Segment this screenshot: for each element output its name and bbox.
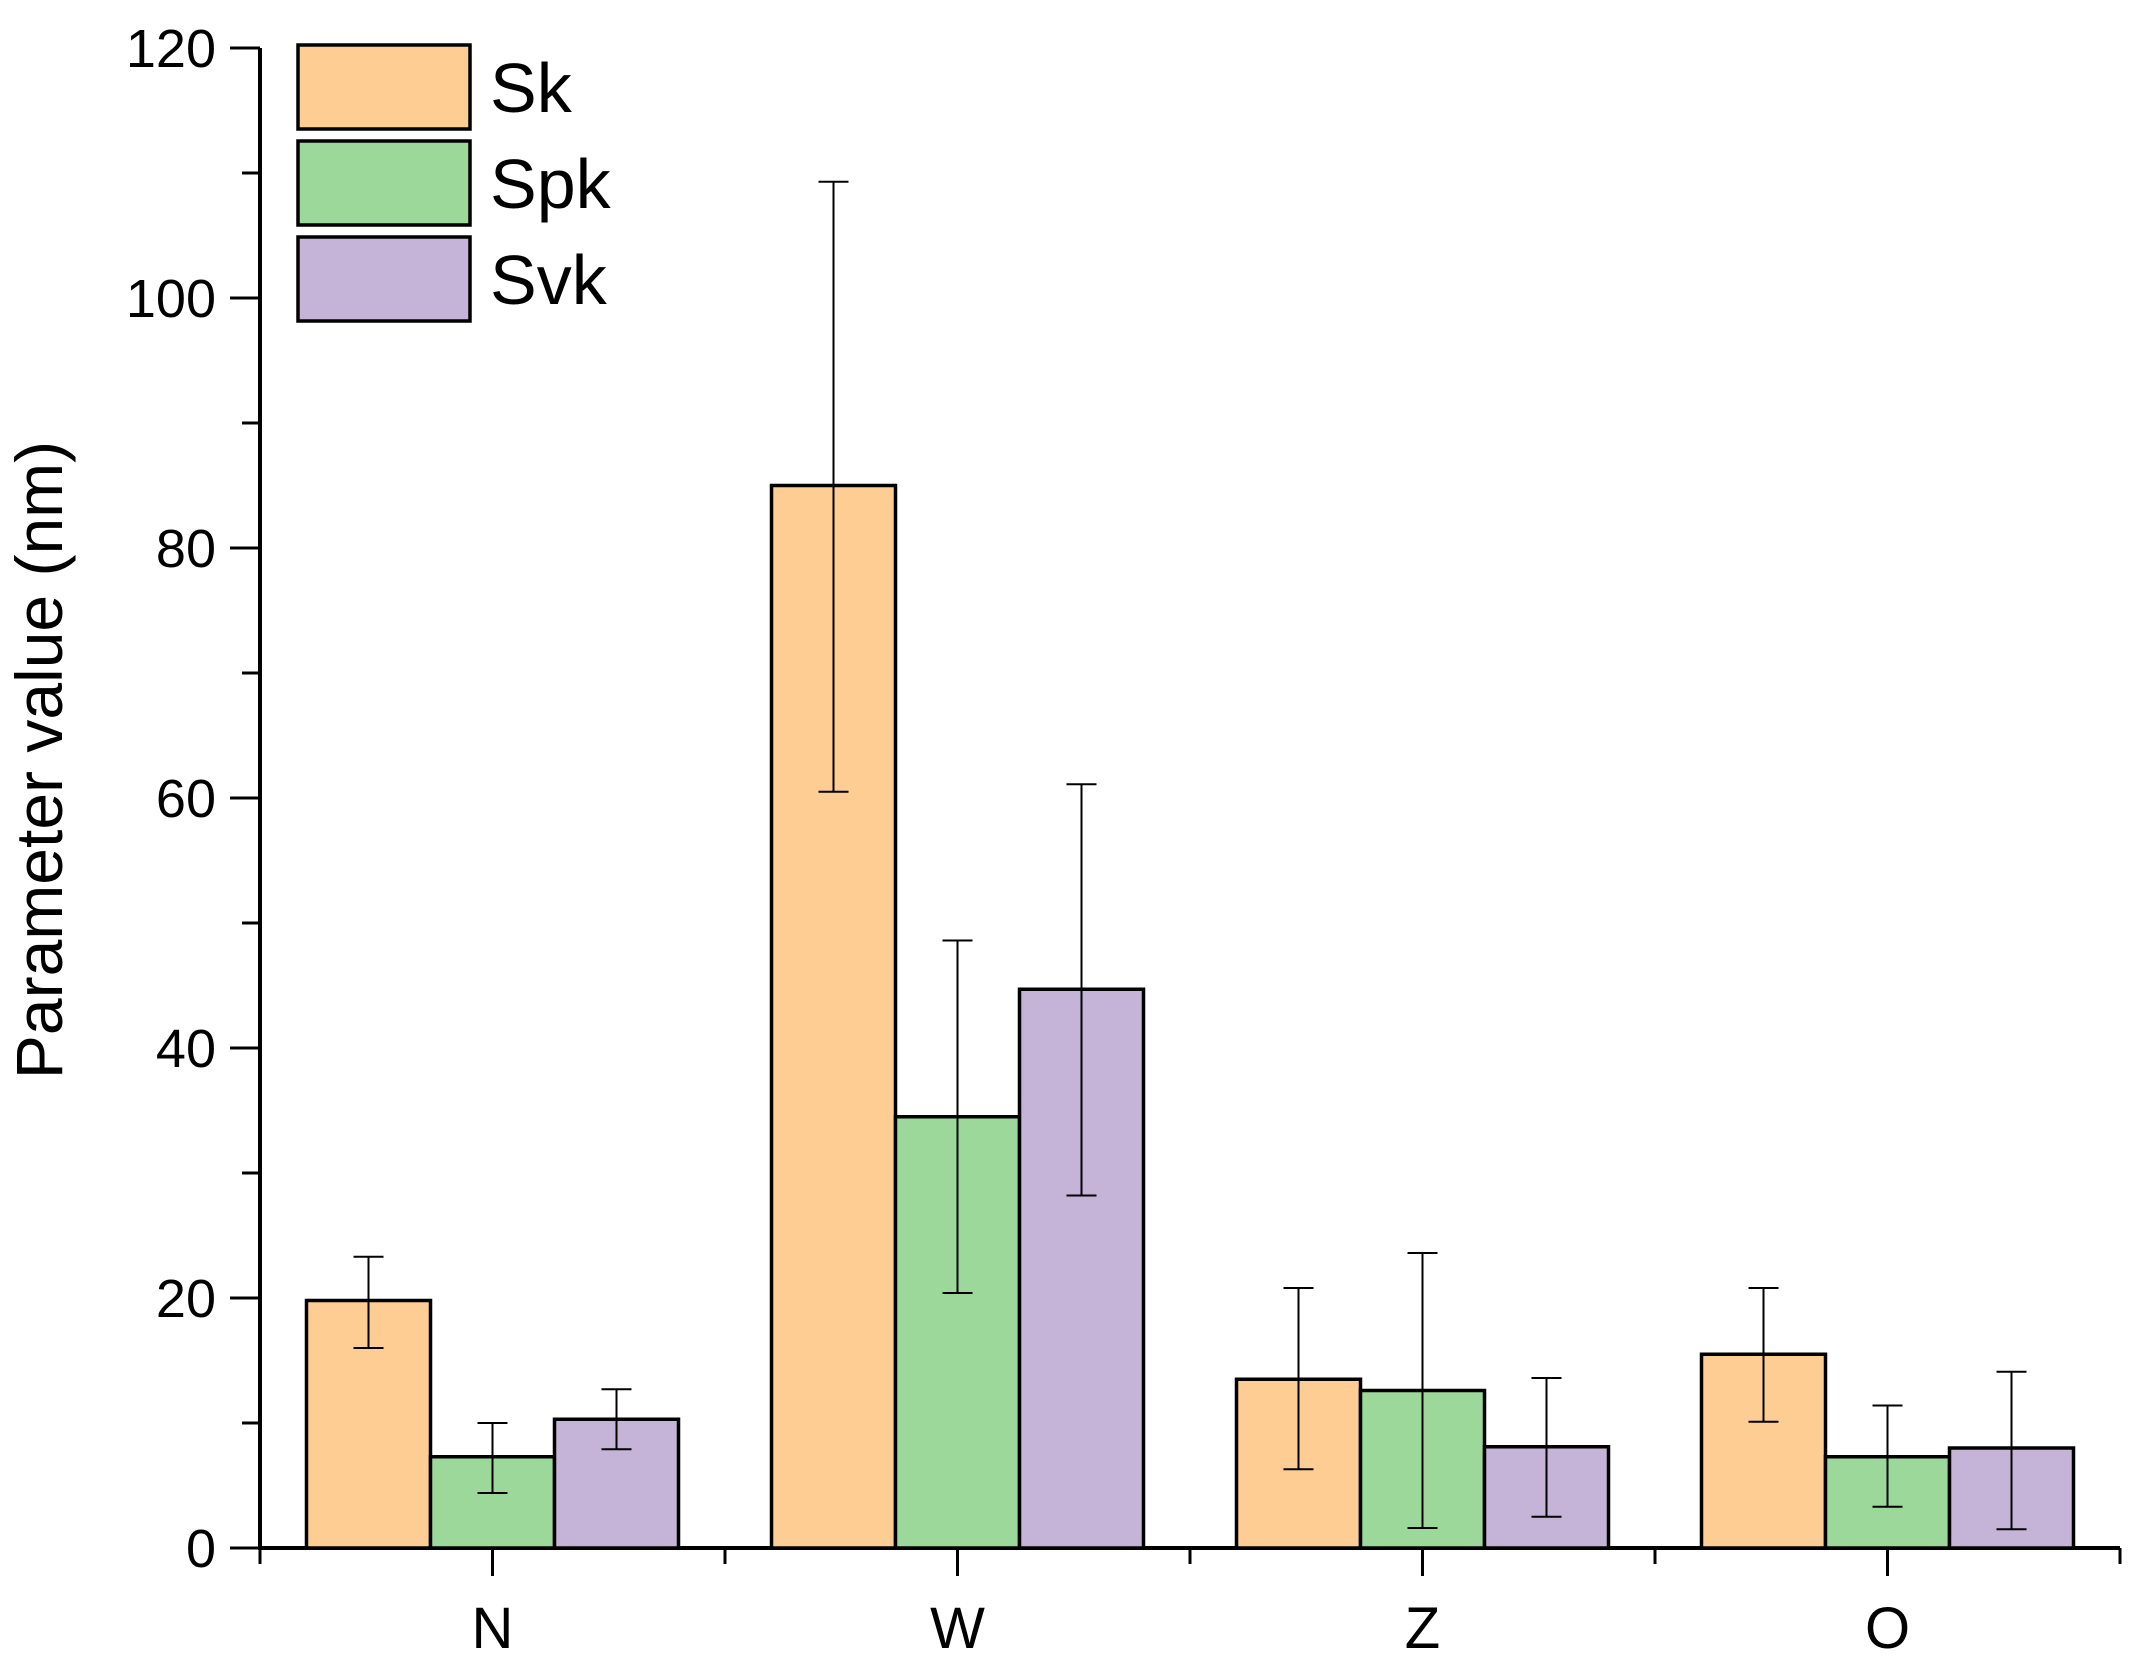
x-tick-label-w: W [930, 1596, 985, 1660]
x-tick-label-z: Z [1405, 1596, 1440, 1660]
bars-group [304, 483, 2076, 1550]
y-tick-label: 60 [156, 769, 216, 829]
legend-label-spk: Spk [490, 145, 612, 223]
x-tick-label-n: N [472, 1596, 514, 1660]
y-axis-title: Parameter value (nm) [2, 441, 76, 1079]
y-tick-label: 20 [156, 1269, 216, 1329]
legend: Sk Spk Svk [296, 43, 612, 323]
x-tick-label-o: O [1865, 1596, 1910, 1660]
legend-swatch-spk [296, 139, 472, 227]
y-tick-label: 0 [186, 1519, 216, 1579]
error-bars-group [353, 180, 2027, 1531]
y-tick-label: 120 [126, 19, 216, 79]
legend-swatch-svk [296, 235, 472, 323]
y-tick-label: 100 [126, 269, 216, 329]
legend-label-svk: Svk [490, 241, 608, 319]
legend-swatch-sk [296, 43, 472, 131]
legend-label-sk: Sk [490, 49, 573, 127]
y-tick-label: 80 [156, 519, 216, 579]
y-tick-label: 40 [156, 1019, 216, 1079]
